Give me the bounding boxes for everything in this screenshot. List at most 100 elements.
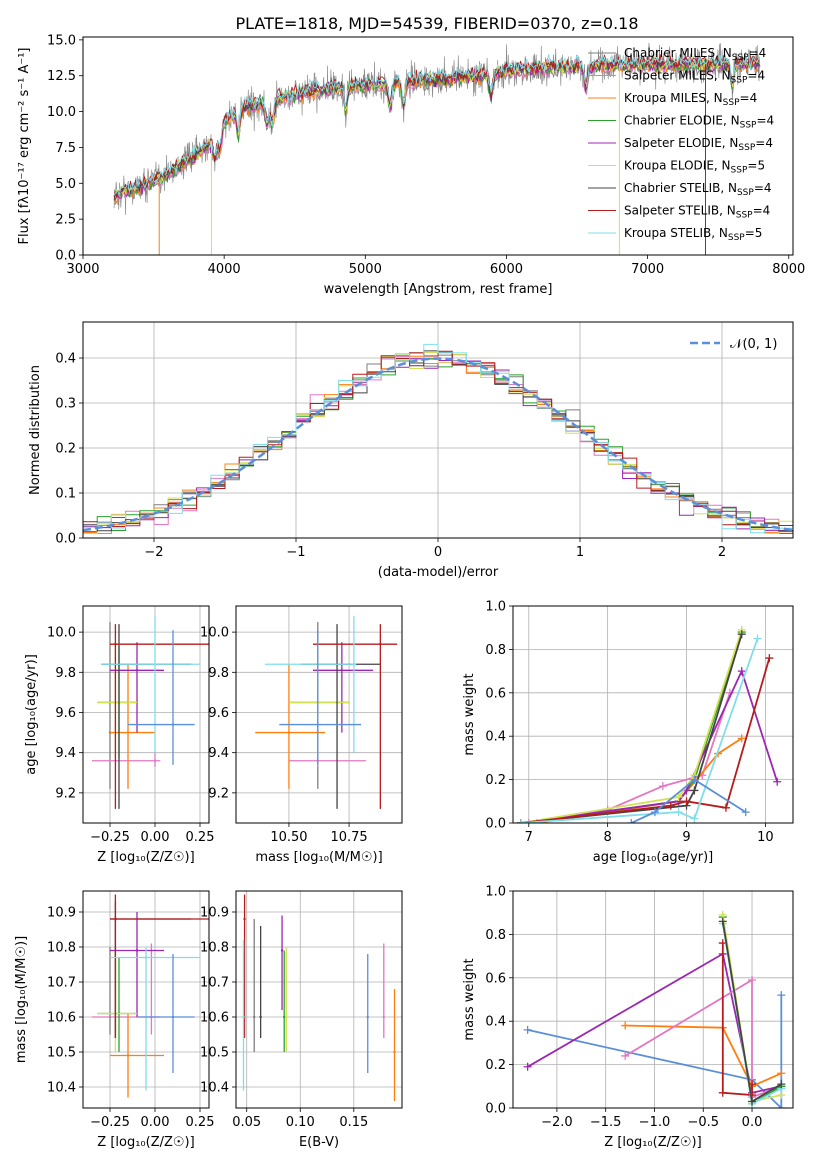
data-point [153,663,157,666]
data-point [352,663,356,666]
mass-weight-line [721,943,753,1096]
y-tick-label: 0.2 [55,442,76,457]
legend-label: Salpeter ELODIE, NSSP=4 [624,136,773,153]
y-axis-label: age [log₁₀(age/yr)] [24,654,39,775]
axes-frame [235,890,403,1109]
data-point [379,642,382,646]
y-tick-label: 10.8 [200,941,229,956]
spectrum-legend: Chabrier MILES, NSSP=4 Salpeter MILES, NS… [588,46,774,243]
y-tick-label: 10.0 [200,626,229,641]
legend-subscript: SSP [740,121,757,131]
mass-weight-marker [674,808,683,817]
y-tick-label: 0.0 [55,532,76,547]
gridlines [83,606,209,823]
mass-weight-marker [741,808,750,817]
legend-subscript: SSP [731,166,748,176]
x-axis-label: E(B-V) [299,1135,339,1150]
mass-weight-marker [621,1021,630,1030]
x-tick-label: 0.05 [232,1115,261,1130]
plot-area [92,616,209,809]
legend-label-rest: =4 [749,46,767,60]
legend-label-rest: =4 [747,69,765,83]
plot-area [255,616,398,809]
legend-label-rest: =4 [753,204,771,218]
data-point [243,917,246,921]
x-tick-label: 10.50 [270,830,307,845]
data-point [366,1015,369,1019]
y-tick-label: 0.0 [55,249,76,264]
plot-area [113,42,761,255]
data-point [253,1015,256,1019]
axes-frame [82,890,210,1109]
plot-area [83,343,793,534]
data-point [259,1015,262,1019]
legend-subscript: SSP [736,211,753,221]
x-tick-label: 1 [576,545,584,560]
x-tick-label: −0.25 [90,830,130,845]
plot-area [516,625,782,823]
massweight-vs-z-panel: −2.0 −1.5 −1.0 −0.5 0.0 0.0 0.2 0.4 0.6 0.8 1.0 Z [… [462,885,794,1150]
y-axis-label: Normed distribution [28,365,43,495]
data-point [114,642,117,646]
y-tick-label: 10.5 [200,1046,229,1061]
y-tick-label: 1.0 [485,885,506,900]
mass-weight-marker [777,1069,786,1078]
x-axis-label: wavelength [Angstrom, rest frame] [324,282,553,297]
mass-weight-line [520,629,743,823]
figure-title: PLATE=1818, MJD=54539, FIBERID=0370, z=0… [235,14,638,33]
panels: 3000 4000 5000 6000 7000 80000.02.55.07.510.0… [14,33,805,1150]
y-tick-label: 12.5 [47,69,76,84]
x-tick-label: −2 [144,545,163,560]
gridlines [236,606,402,823]
mass-weight-marker [690,814,699,823]
x-tick-label: 7000 [631,262,664,277]
mass-weight-marker [516,819,525,823]
legend-label: Salpeter STELIB, NSSP=4 [624,204,770,221]
plot-area [242,894,396,1101]
residual-legend: 𝒩(0, 1) [690,337,777,352]
mass-weight-line [527,952,782,1094]
residual-histogram [83,343,793,534]
x-axis-label: (data-model)/error [378,565,499,580]
x-tick-label: −1.0 [639,1115,671,1130]
model-spectrum-line [113,54,760,198]
legend-subscript: SSP [728,233,745,243]
x-tick-label: 5000 [349,262,382,277]
mass-weight-marker [621,1051,630,1060]
y-axis-label: mass weight [462,958,477,1040]
data-point [135,669,139,672]
x-tick-label: −0.5 [687,1115,719,1130]
y-tick-label: 0.0 [485,1102,506,1117]
mass-weight-marker [721,803,730,812]
legend-label: Chabrier ELODIE, NSSP=4 [624,114,774,131]
x-tick-label: −0.25 [90,1115,130,1130]
mass-weight-line [630,778,747,823]
axes-frame [82,36,794,256]
y-axis-label: mass [log₁₀(M/M☉)] [14,936,29,1063]
y-tick-label: 0.6 [485,686,506,701]
y-tick-label: 9.8 [208,666,229,681]
legend-label: 𝒩(0, 1) [730,337,777,352]
x-tick-label: 0.25 [186,830,215,845]
gridlines [236,891,402,1108]
residuals-panel: −2 −1 0 1 2 0.0 0.1 0.2 0.3 0.4 (data-model)/error… [28,321,794,580]
legend-label-rest: =4 [740,91,758,105]
mass-weight-marker [718,1088,727,1097]
y-tick-label: 9.6 [208,706,229,721]
data-point [126,1054,130,1057]
data-point [171,723,175,726]
y-tick-label: 0.4 [485,1015,506,1030]
x-tick-label: 10.75 [330,830,367,845]
mass-weight-marker [674,792,683,801]
x-tick-label: 0.25 [186,1115,215,1130]
mass-weight-marker [690,786,699,795]
data-point [340,669,344,672]
x-tick-label: 6000 [490,262,523,277]
y-tick-label: 9.4 [208,746,229,761]
mass-weight-marker [627,819,636,823]
x-tick-label: 4000 [208,262,241,277]
y-tick-label: 0.3 [55,397,76,412]
data-point [171,1015,175,1019]
y-tick-label: 10.0 [47,105,76,120]
y-tick-label: 9.2 [208,786,229,801]
